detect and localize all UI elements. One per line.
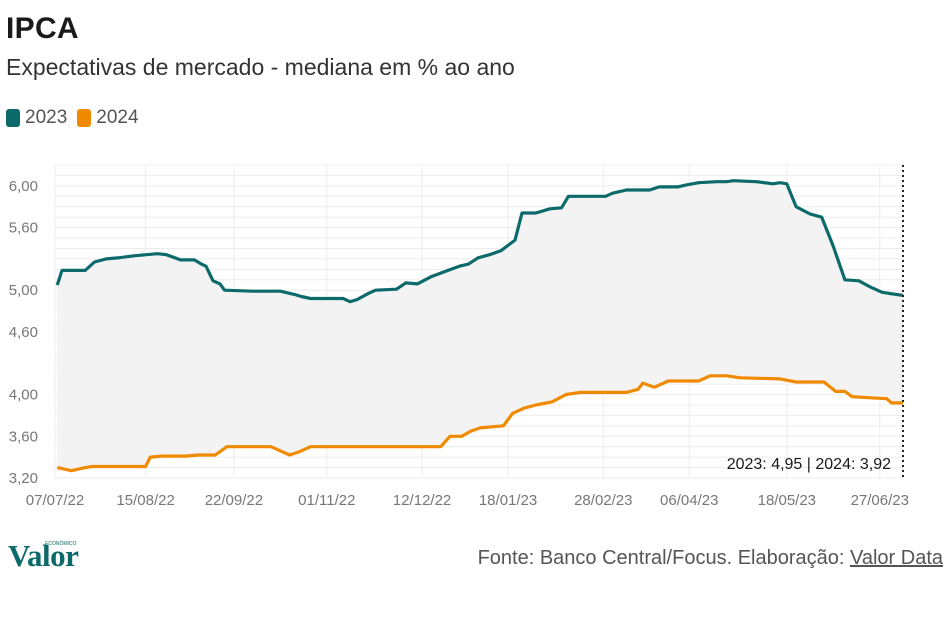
- legend-label-2024: 2024: [96, 107, 139, 128]
- x-tick-label: 18/01/23: [479, 492, 537, 509]
- line-chart: 6,00 5,60 5,00 4,60 4,00 3,60 3,20 07/07/22 15/0…: [9, 164, 909, 509]
- y-tick-label: 3,60: [9, 428, 38, 445]
- x-tick-label: 18/05/23: [758, 492, 816, 509]
- legend-item-2023[interactable]: 2023: [6, 107, 67, 129]
- legend-swatch-2024: [77, 109, 92, 127]
- series-line-2023: [55, 179, 904, 304]
- logo-small-text: ECONÔMICO: [45, 541, 77, 547]
- legend-label-2023: 2023: [25, 107, 68, 128]
- y-tick-label: 4,00: [9, 387, 38, 404]
- x-tick-label: 07/07/22: [26, 492, 84, 509]
- series-line-2024: [56, 374, 903, 473]
- legend-item-2024[interactable]: 2024: [77, 107, 139, 129]
- y-tick-label: 5,00: [9, 282, 38, 299]
- source-text: Fonte: Banco Central/Focus. Elaboração:: [477, 547, 850, 569]
- x-tick-label: 22/09/22: [205, 492, 263, 509]
- chart-title: IPCA: [6, 12, 79, 45]
- last-values-annotation: 2023: 4,95 | 2024: 3,92: [727, 456, 891, 473]
- range-band: [57, 180, 904, 471]
- x-tick-label: 27/06/23: [851, 492, 909, 509]
- y-tick-label: 5,60: [9, 220, 38, 237]
- y-tick-label: 3,20: [9, 470, 38, 487]
- legend-swatch-2023: [6, 109, 20, 127]
- source-note: Fonte: Banco Central/Focus. Elaboração: …: [478, 547, 943, 570]
- x-tick-label: 15/08/22: [116, 492, 174, 509]
- legend: 2023 2024: [6, 107, 139, 129]
- x-tick-label: 28/02/23: [574, 492, 632, 509]
- x-tick-label: 01/11/22: [298, 492, 355, 509]
- y-tick-label: 4,60: [9, 324, 38, 341]
- y-tick-label: 6,00: [9, 178, 38, 195]
- x-tick-label: 06/04/23: [660, 492, 718, 509]
- x-tick-label: 12/12/22: [393, 492, 451, 509]
- valor-logo: Valor: [8, 538, 79, 573]
- chart-subtitle: Expectativas de mercado - mediana em % a…: [6, 54, 515, 80]
- source-link[interactable]: Valor Data: [849, 547, 943, 569]
